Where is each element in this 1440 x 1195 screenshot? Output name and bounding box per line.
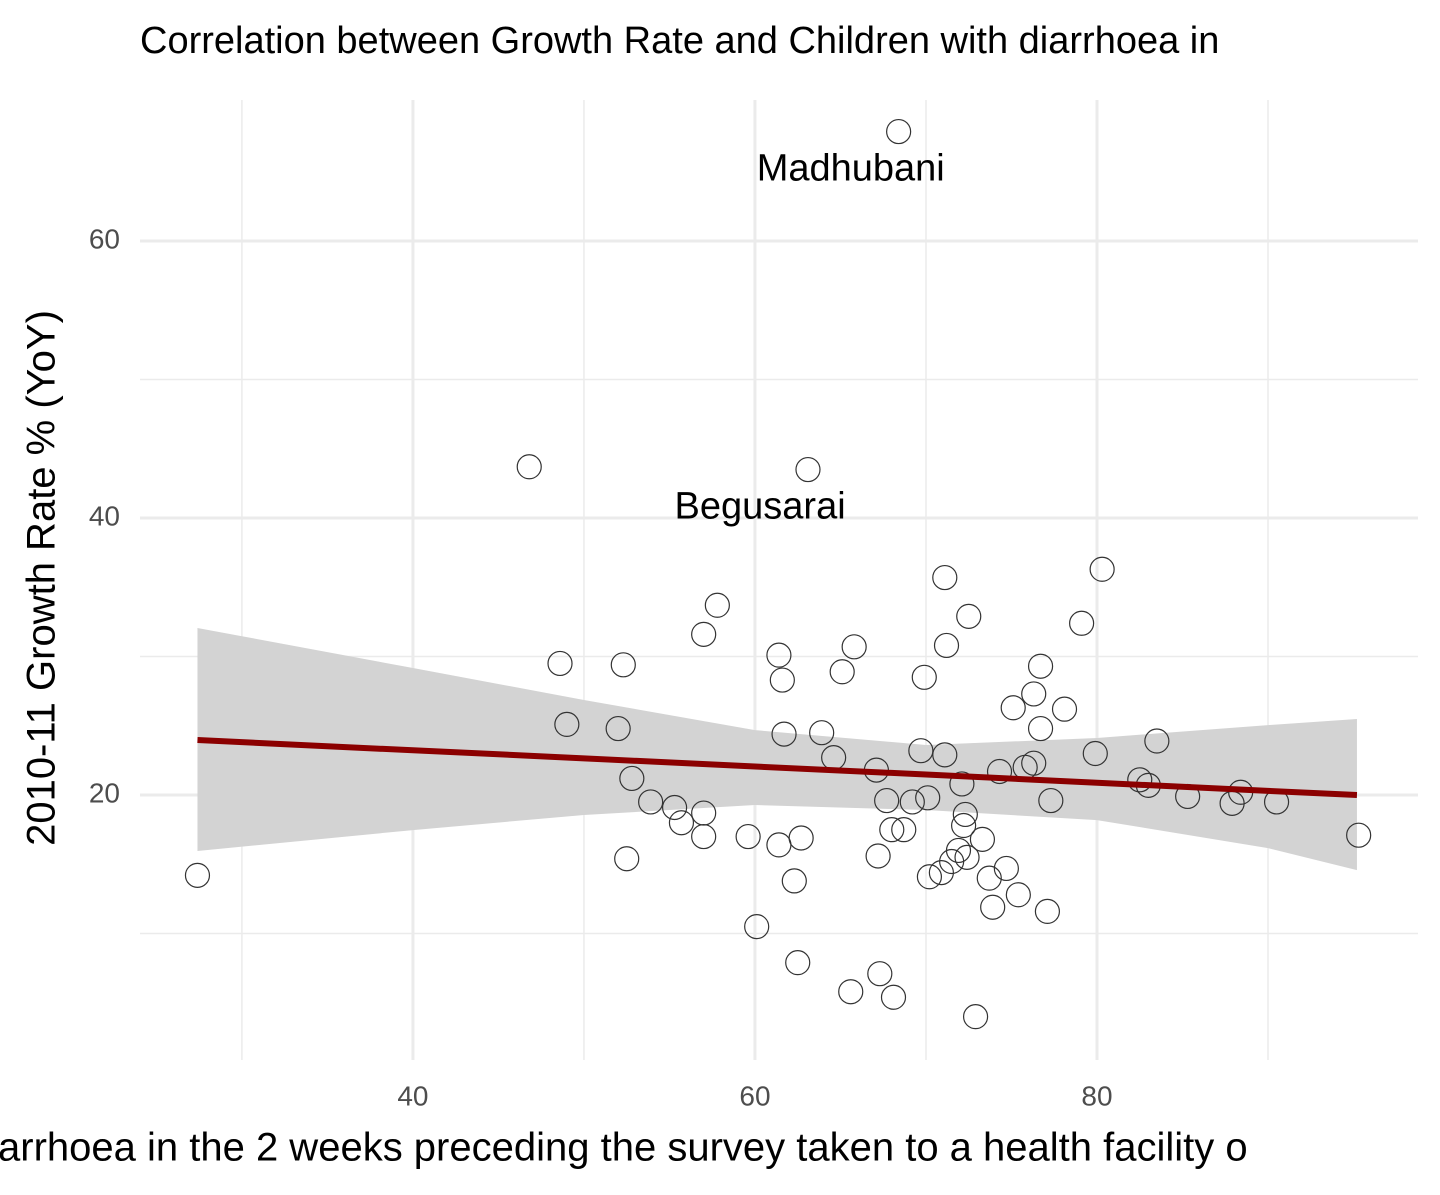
point [735,823,761,850]
point [744,914,770,940]
y-axis-label: 2010-11 Growth Rate % (YoY) [20,310,64,846]
y-tick-label: 40 [89,500,120,531]
point [962,1004,989,1030]
point [1027,653,1054,679]
point [911,664,937,690]
point [554,711,580,737]
point [1021,681,1047,707]
point [899,789,925,815]
point [865,843,891,869]
point [769,667,795,693]
point [785,950,811,976]
point [1069,610,1095,636]
y-tick-label: 60 [89,223,120,254]
point [841,634,867,660]
plot-area [184,118,1372,1030]
regression-line [197,737,1358,799]
point [932,742,958,768]
point [809,720,835,746]
y-tick-label: 20 [89,777,120,808]
point [886,118,912,145]
point [980,894,1006,920]
point [1005,882,1031,908]
point [1127,767,1153,793]
point [880,984,907,1010]
point [838,979,864,1005]
point [605,715,631,742]
point [969,826,996,852]
point [954,844,980,870]
x-tick-label: 80 [1081,1080,1112,1111]
point [993,855,1019,882]
point [781,868,807,894]
point [661,794,688,821]
point [788,825,814,851]
chart-title: Correlation between Growth Rate and Chil… [140,20,1219,62]
point [932,564,958,591]
point [986,758,1013,785]
point [619,765,645,792]
point [952,801,978,828]
x-tick-label: 40 [397,1080,428,1111]
point [547,650,573,677]
point [1082,740,1108,767]
point [1346,822,1372,848]
point [1034,898,1061,924]
point [766,642,792,668]
point [795,456,821,483]
point [771,721,797,747]
point [976,865,1002,891]
confidence-band [197,627,1357,871]
annotation: Begusarai [675,485,846,527]
point [879,817,905,843]
point [949,771,975,797]
point [951,812,977,839]
point [915,785,941,811]
point [874,787,900,814]
point [1038,787,1064,814]
point [668,810,695,836]
point [516,454,542,480]
point [956,603,982,629]
point [610,652,636,678]
point [933,632,960,659]
point [867,961,893,987]
point [945,837,972,864]
point [1027,715,1054,742]
point [614,846,640,872]
point [916,864,943,890]
point [1089,556,1115,582]
x-axis-label: arrhoea in the 2 weeks preceding the sur… [0,1126,1248,1170]
point [638,789,664,815]
point [928,859,954,886]
point [184,862,211,888]
annotation: Madhubani [757,147,945,189]
x-tick-label: 60 [739,1080,770,1111]
point [1144,728,1170,754]
point [891,817,917,843]
point [1021,750,1047,776]
point [1000,695,1026,721]
point [829,659,855,685]
point [691,823,717,850]
point [1051,696,1078,722]
point [908,738,934,764]
point [691,621,717,647]
point [704,592,730,618]
